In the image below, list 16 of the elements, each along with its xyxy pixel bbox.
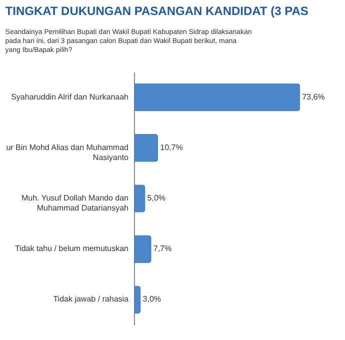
y-tick-label: ur Bin Mohd Alias dan Muhammad Nasiyanto [6, 142, 130, 162]
y-tick-label: Tidak tahu / belum memutuskan [14, 244, 128, 254]
data-label: 5,0% [147, 194, 166, 202]
bar [134, 184, 146, 212]
data-label: 73,6% [302, 92, 325, 102]
bar [134, 134, 158, 162]
chart-title: TINGKAT DUKUNGAN PASANGAN KANDIDAT (3 PAS [5, 4, 308, 18]
y-tick-label: Syaharuddin Alrif dan Nurkanaah [11, 92, 128, 102]
bar [134, 286, 141, 314]
y-tick-label: Muh. Yusuf Dollah Mando dan Muhammad Datariansyah [21, 194, 128, 212]
data-label: 10,7% [160, 142, 183, 152]
bar [134, 83, 300, 112]
bar [134, 235, 152, 264]
y-tick-label: Tidak jawab / rahasia [53, 294, 130, 304]
data-label: 7,7% [153, 244, 172, 254]
data-label: 3,0% [142, 294, 162, 304]
